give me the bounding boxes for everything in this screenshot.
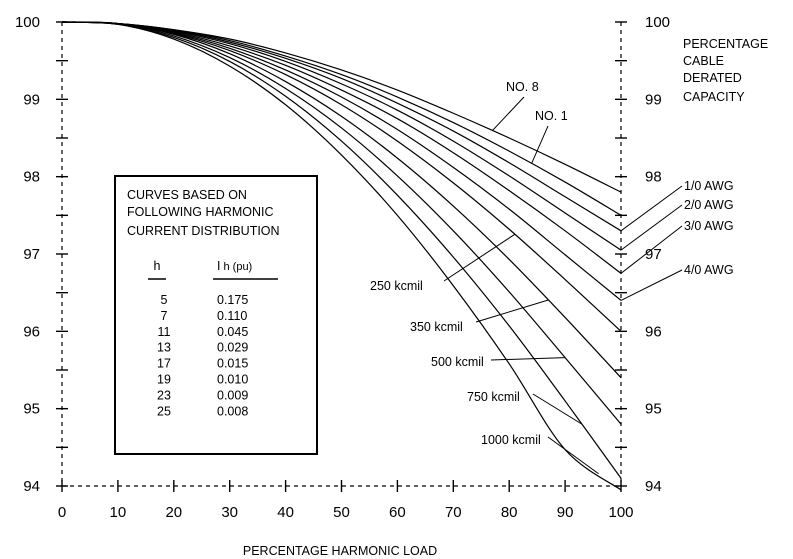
leader-line-1-0-awg bbox=[620, 185, 683, 232]
curve-1000-kcmil bbox=[61, 21, 622, 491]
leader-line-750-kcmil bbox=[532, 393, 583, 425]
leader-line-no-8 bbox=[492, 96, 525, 131]
right-axis-label-line-2: CABLE bbox=[683, 54, 724, 68]
curve-500-kcmil bbox=[61, 21, 622, 425]
right-y-tick-label: 99 bbox=[645, 91, 662, 108]
right-y-tick-label: 98 bbox=[645, 169, 662, 186]
right-y-tick-label: 96 bbox=[645, 323, 662, 340]
left-y-tick-label: 98 bbox=[23, 169, 40, 186]
right-y-tick-label: 94 bbox=[645, 478, 662, 495]
legend-row-ih: 0.010 bbox=[217, 373, 248, 387]
legend-title-line-2: FOLLOWING HARMONIC bbox=[127, 205, 274, 219]
left-y-tick-label: 95 bbox=[23, 401, 40, 418]
x-tick-label: 80 bbox=[501, 504, 518, 521]
plot-area: 94 94 95 95 96 96 97 97 98 98 99 99 100 100 0 10 20 30 40 5… bbox=[15, 14, 734, 521]
legend-row-h: 17 bbox=[157, 357, 171, 371]
leader-line-350-kcmil bbox=[475, 299, 549, 323]
x-tick-label: 20 bbox=[165, 504, 182, 521]
legend-row-ih: 0.009 bbox=[217, 388, 248, 402]
curve-label-no-8: NO. 8 bbox=[506, 80, 539, 94]
legend-row-ih: 0.045 bbox=[217, 325, 248, 339]
curve-label-2-0-awg: 2/0 AWG bbox=[684, 198, 734, 212]
legend-col-h-header: h bbox=[154, 259, 161, 273]
leader-line-4-0-awg bbox=[620, 269, 683, 301]
legend-row-ih: 0.110 bbox=[217, 309, 247, 323]
leader-line-no-1 bbox=[531, 125, 549, 164]
x-tick-label: 70 bbox=[445, 504, 462, 521]
curve-350-kcmil bbox=[61, 21, 622, 379]
left-y-tick-label: 99 bbox=[23, 91, 40, 108]
legend-row-ih: 0.015 bbox=[217, 357, 248, 371]
legend-row-h: 7 bbox=[161, 309, 168, 323]
curve-label-1-0-awg: 1/0 AWG bbox=[684, 179, 734, 193]
curve-label-4-0-awg: 4/0 AWG bbox=[684, 263, 734, 277]
harmonic-distribution-box: CURVES BASED ON FOLLOWING HARMONIC CURRE… bbox=[114, 175, 318, 455]
curve-label-no-1: NO. 1 bbox=[535, 109, 568, 123]
left-y-tick-label: 97 bbox=[23, 246, 40, 263]
left-y-tick-label: 94 bbox=[23, 478, 40, 495]
legend-row-h: 11 bbox=[158, 325, 171, 339]
leader-line-3-0-awg bbox=[620, 225, 683, 274]
x-tick-label: 10 bbox=[110, 504, 127, 521]
x-tick-label: 30 bbox=[221, 504, 238, 521]
leader-line-250-kcmil bbox=[443, 233, 516, 282]
legend-row-ih: 0.029 bbox=[217, 341, 248, 355]
right-y-tick-label: 97 bbox=[645, 246, 662, 263]
legend-title-line-1: CURVES BASED ON bbox=[127, 188, 247, 202]
curve-750-kcmil bbox=[61, 21, 622, 479]
x-tick-label: 90 bbox=[557, 504, 574, 521]
legend-row-h: 13 bbox=[157, 341, 171, 355]
x-tick-label: 100 bbox=[608, 504, 633, 521]
leader-line-500-kcmil bbox=[490, 357, 566, 361]
leader-line-2-0-awg bbox=[620, 204, 683, 251]
x-tick-label: 50 bbox=[333, 504, 350, 521]
x-tick-label: 0 bbox=[58, 504, 66, 521]
legend-title-line-3: CURRENT DISTRIBUTION bbox=[127, 224, 280, 238]
curve-label-350-kcmil: 350 kcmil bbox=[410, 320, 463, 334]
right-y-tick-label: 100 bbox=[645, 14, 670, 31]
x-tick-label: 60 bbox=[389, 504, 406, 521]
right-axis-label-line-1: PERCENTAGE bbox=[683, 37, 768, 51]
x-tick-label: 40 bbox=[277, 504, 294, 521]
curve-label-250-kcmil: 250 kcmil bbox=[370, 279, 423, 293]
x-axis-title: PERCENTAGE HARMONIC LOAD bbox=[243, 544, 437, 558]
curve-label-750-kcmil: 750 kcmil bbox=[467, 390, 520, 404]
leader-line-1000-kcmil bbox=[547, 436, 599, 475]
legend-row-h: 25 bbox=[157, 404, 171, 418]
legend-row-ih: 0.175 bbox=[217, 293, 248, 307]
left-y-tick-label: 96 bbox=[23, 323, 40, 340]
legend-row-ih: 0.008 bbox=[217, 404, 248, 418]
right-axis-label-line-3: DERATED bbox=[683, 71, 742, 85]
legend-box-border bbox=[114, 175, 318, 455]
legend-row-h: 5 bbox=[161, 293, 168, 307]
curve-label-1000-kcmil: 1000 kcmil bbox=[481, 433, 541, 447]
right-y-tick-label: 95 bbox=[645, 401, 662, 418]
legend-rows: 5 0.175 7 0.110 11 0.045 13 0.029 17 0.015 19 0.010… bbox=[157, 293, 248, 418]
right-axis-label-line-4: CAPACITY bbox=[683, 90, 745, 104]
legend-row-h: 19 bbox=[157, 373, 171, 387]
legend-row-h: 23 bbox=[157, 388, 171, 402]
curve-label-3-0-awg: 3/0 AWG bbox=[684, 219, 734, 233]
curve-label-500-kcmil: 500 kcmil bbox=[431, 355, 484, 369]
left-y-tick-label: 100 bbox=[15, 14, 40, 31]
